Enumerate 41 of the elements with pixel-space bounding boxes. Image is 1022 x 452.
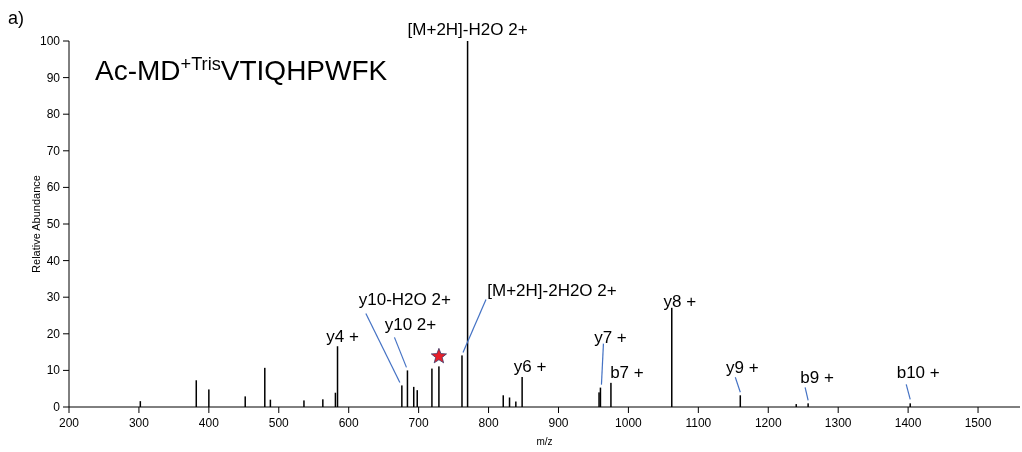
y-tick-label: 0 [53, 400, 61, 414]
annotation: y7 + [594, 327, 627, 347]
annotation: b10 + [896, 363, 940, 383]
x-tick-label: 400 [198, 416, 220, 430]
annotation: [M+2H]-H2O 2+ [407, 20, 528, 39]
x-tick-label: 1500 [964, 416, 992, 430]
x-tick-label: 1000 [615, 416, 643, 430]
y-tick-label: 100 [39, 34, 61, 48]
y-tick-label: 40 [46, 253, 61, 268]
y-tick-label: 60 [46, 180, 61, 195]
x-tick-label: 1100 [685, 416, 712, 430]
x-tick-label: 500 [268, 416, 290, 430]
x-tick-label: 300 [128, 416, 150, 430]
x-tick-label: 1300 [824, 416, 852, 430]
y-tick-label: 10 [46, 363, 61, 378]
annotation: y9 + [725, 358, 759, 378]
y-tick-label: 80 [46, 107, 61, 122]
annotation: [M+2H]-2H2O 2+ [487, 281, 617, 301]
y-tick-label: 50 [46, 217, 61, 231]
annotation: y10-H2O 2+ [358, 290, 451, 310]
text: Ac-MD$^{+Tris}$VTIQHPWFK [95, 54, 388, 86]
y-tick-label: 70 [46, 143, 61, 158]
annotation: y4 + [326, 327, 359, 347]
x-tick-label: 800 [478, 416, 499, 430]
y-axis-title: Relative Abundance [30, 175, 42, 273]
annotation: y8 + [663, 291, 697, 311]
x-tick-label: 1400 [894, 416, 922, 430]
annotation: b7 + [610, 362, 644, 382]
y-tick-label: 90 [46, 70, 61, 85]
x-tick-label: 200 [58, 416, 80, 430]
y-tick-label: 20 [46, 326, 61, 341]
annotation: y10 2+ [384, 315, 437, 335]
x-axis-title: m/z [536, 436, 553, 447]
text: a) [8, 8, 25, 28]
annotation: b9 + [800, 368, 834, 388]
x-tick-label: 1200 [754, 416, 782, 430]
x-tick-label: 700 [408, 416, 429, 430]
y-tick-label: 30 [46, 290, 61, 305]
x-tick-label: 900 [548, 416, 569, 430]
x-tick-label: 600 [338, 416, 360, 430]
annotation: y6 + [513, 356, 547, 376]
